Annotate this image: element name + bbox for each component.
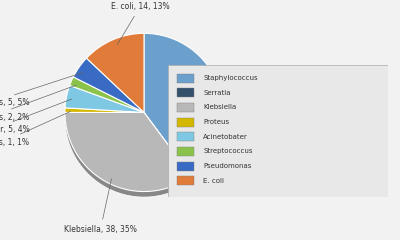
Text: Acinetobater, 5, 4%: Acinetobater, 5, 4% xyxy=(0,99,72,134)
Bar xyxy=(177,88,194,97)
Bar xyxy=(177,176,194,186)
Wedge shape xyxy=(70,77,144,112)
Wedge shape xyxy=(65,91,144,118)
Text: Klebsiella, 38, 35%: Klebsiella, 38, 35% xyxy=(64,179,137,234)
Wedge shape xyxy=(70,83,144,118)
Bar xyxy=(177,73,194,83)
Text: Klebsiella: Klebsiella xyxy=(203,104,236,110)
Bar xyxy=(177,103,194,112)
Wedge shape xyxy=(65,118,191,197)
Wedge shape xyxy=(144,112,191,176)
Wedge shape xyxy=(86,39,144,118)
Bar xyxy=(177,147,194,156)
Wedge shape xyxy=(65,108,144,112)
Text: Streptococcus: Streptococcus xyxy=(203,149,253,155)
Text: Acinetobater: Acinetobater xyxy=(203,134,248,140)
Wedge shape xyxy=(65,113,144,118)
Wedge shape xyxy=(144,39,223,181)
Text: Staphylococcus: Staphylococcus xyxy=(203,75,258,81)
Wedge shape xyxy=(73,58,144,112)
Text: Streptococcus, 2, 2%: Streptococcus, 2, 2% xyxy=(0,85,76,122)
Text: Proteus, 1, 1%: Proteus, 1, 1% xyxy=(0,112,70,147)
Wedge shape xyxy=(65,112,191,192)
Bar xyxy=(177,162,194,171)
Text: Pseudomonas, 5, 5%: Pseudomonas, 5, 5% xyxy=(0,72,83,108)
Text: Staphylococcus , 43,
40%: Staphylococcus , 43, 40% xyxy=(214,89,332,108)
Text: Serratia: Serratia xyxy=(203,90,231,96)
Wedge shape xyxy=(73,64,144,118)
Bar xyxy=(177,118,194,127)
Text: E. coli: E. coli xyxy=(203,178,224,184)
Wedge shape xyxy=(86,33,144,112)
Bar xyxy=(177,132,194,141)
Text: E. coli, 14, 13%: E. coli, 14, 13% xyxy=(111,2,169,45)
Text: Proteus: Proteus xyxy=(203,119,229,125)
Wedge shape xyxy=(65,85,144,112)
Text: Serratia, 0, 0%: Serratia, 0, 0% xyxy=(189,138,310,169)
Text: Pseudomonas: Pseudomonas xyxy=(203,163,252,169)
Wedge shape xyxy=(144,33,223,176)
